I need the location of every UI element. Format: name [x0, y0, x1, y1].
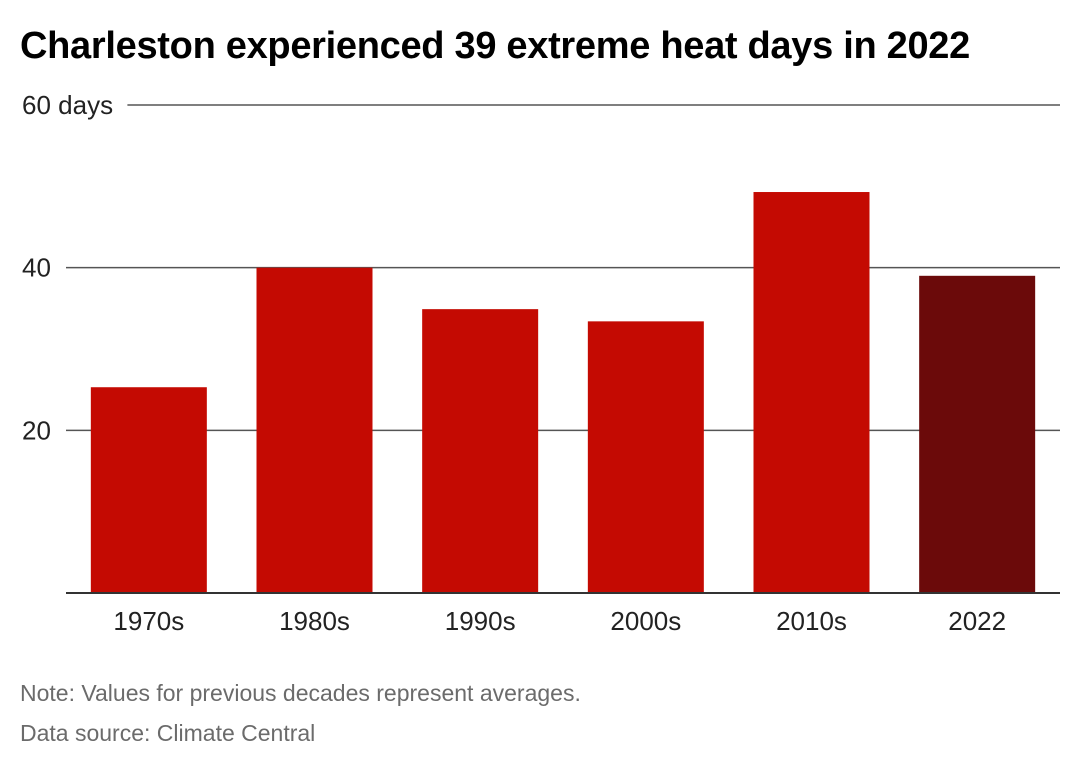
- x-tick-label: 1970s: [113, 606, 184, 636]
- y-tick-label: 20: [22, 415, 51, 445]
- x-tick-label: 2010s: [776, 606, 847, 636]
- data-source: Data source: Climate Central: [20, 720, 316, 746]
- bar-1970s: [90, 387, 207, 593]
- bar-2000s: [587, 321, 704, 593]
- chart-title: Charleston experienced 39 extreme heat d…: [20, 25, 970, 67]
- bar-1990s: [422, 309, 539, 593]
- bar-chart: 20 40 60 days 1970s 1980s 1990s 2000s 2010s 2022: [22, 90, 1060, 636]
- x-tick-label: 2022: [948, 606, 1006, 636]
- x-tick-label: 2000s: [610, 606, 681, 636]
- bar-2010s: [753, 192, 870, 593]
- bar-2022: [919, 275, 1036, 593]
- bar-1980s: [256, 267, 373, 593]
- bars: [90, 192, 1036, 593]
- gridlines: [66, 104, 1060, 432]
- x-tick-label: 1990s: [445, 606, 516, 636]
- x-tick-label: 1980s: [279, 606, 350, 636]
- y-tick-label: 60 days: [22, 90, 113, 120]
- tick-labels: 20 40 60 days 1970s 1980s 1990s 2000s 2010s 2022: [22, 90, 1006, 636]
- chart-note: Note: Values for previous decades repres…: [20, 680, 581, 706]
- y-tick-label: 40: [22, 253, 51, 283]
